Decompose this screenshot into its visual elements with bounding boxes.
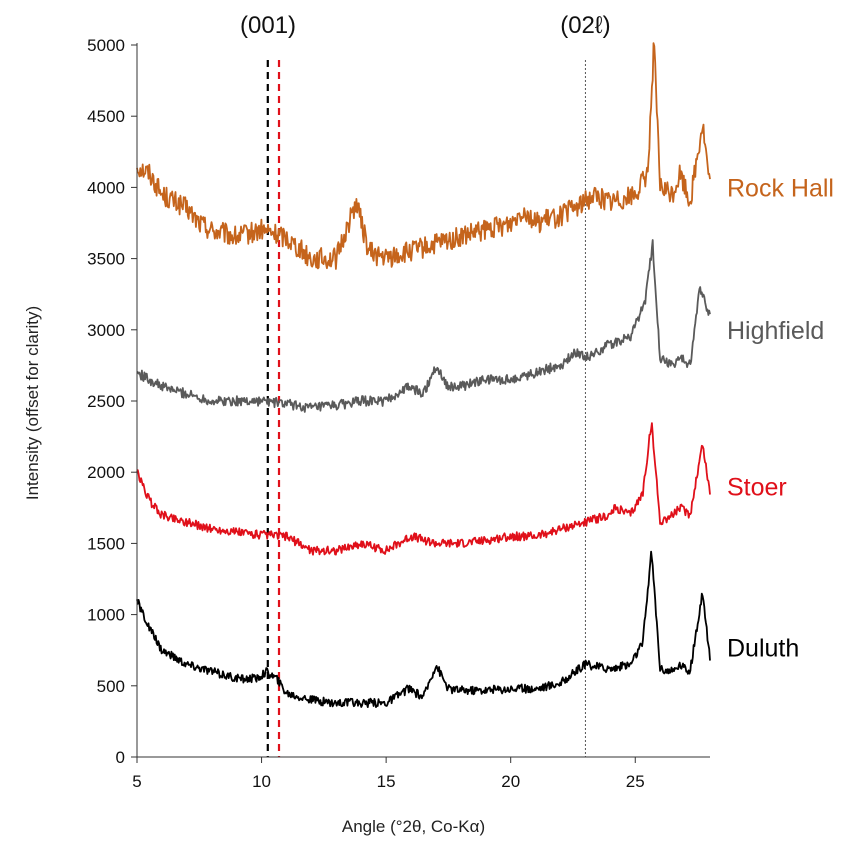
y-tick-label: 2500 xyxy=(87,392,125,411)
x-tick-label: 10 xyxy=(252,772,271,791)
x-tick-label: 15 xyxy=(377,772,396,791)
x-axis-title: Angle (°2θ, Co-Kα) xyxy=(342,817,485,836)
series-layer xyxy=(136,42,711,708)
series-line-duluth xyxy=(136,550,711,708)
series-labels: Rock Hall Highfield Stoer Duluth xyxy=(727,174,834,662)
y-tick-label: 3500 xyxy=(87,250,125,269)
series-label-rock-hall: Rock Hall xyxy=(727,174,834,202)
y-tick-label: 3000 xyxy=(87,321,125,340)
y-tick-label: 1000 xyxy=(87,606,125,625)
y-tick-label: 0 xyxy=(116,748,125,767)
y-tick-label: 5000 xyxy=(87,36,125,55)
series-line-rock-hall xyxy=(136,42,711,270)
axes xyxy=(136,43,710,758)
series-label-highfield: Highfield xyxy=(727,317,824,345)
y-tick-label: 4500 xyxy=(87,107,125,126)
x-tick-labels: 5 10 15 20 25 xyxy=(132,757,645,791)
annotations: (001) (02ℓ) xyxy=(240,12,611,39)
y-tick-label: 1500 xyxy=(87,534,125,553)
x-tick-label: 20 xyxy=(501,772,520,791)
x-tick-label: 5 xyxy=(132,772,141,791)
y-tick-label: 500 xyxy=(97,677,125,696)
y-tick-label: 2000 xyxy=(87,463,125,482)
y-tick-label: 4000 xyxy=(87,178,125,197)
series-label-duluth: Duluth xyxy=(727,634,799,662)
y-tick-labels: 0 500 1000 1500 2000 2500 3000 3500 4000 4500 5000 xyxy=(87,36,137,767)
series-line-stoer xyxy=(136,422,711,556)
annotation-1: (001) xyxy=(240,12,296,39)
reference-lines xyxy=(266,60,586,757)
x-tick-label: 25 xyxy=(626,772,645,791)
series-line-highfield xyxy=(136,239,711,413)
y-axis-title: Intensity (offset for clarity) xyxy=(23,306,42,500)
series-label-stoer: Stoer xyxy=(727,473,787,501)
annotation-2: (02ℓ) xyxy=(560,12,610,39)
